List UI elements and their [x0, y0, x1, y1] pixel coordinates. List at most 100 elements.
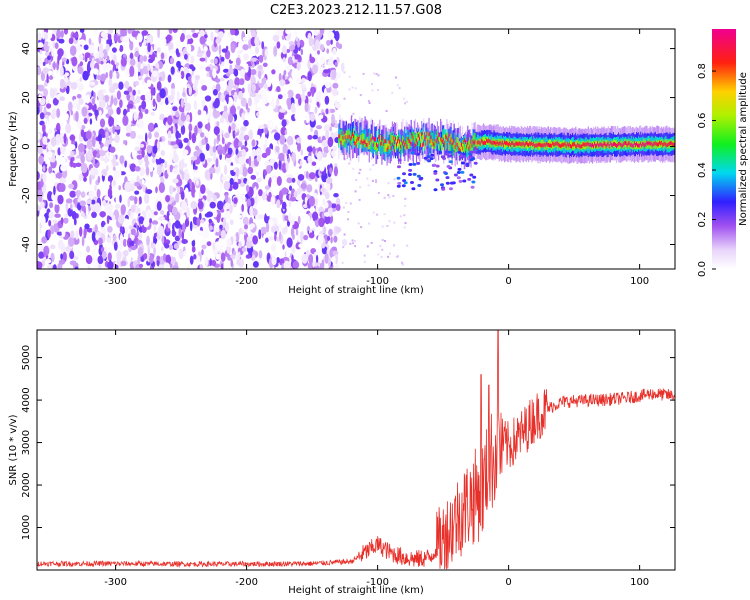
spectrogram-noise-cell	[351, 239, 354, 242]
spectrogram-tone-cell	[470, 143, 472, 152]
spectrogram-tone-cell	[371, 139, 374, 154]
spectrogram-noise-cell	[242, 216, 249, 226]
spectrogram-noise-cell	[258, 54, 264, 63]
spectrogram-noise-cell	[120, 204, 127, 215]
spectrogram-tone-cell	[402, 139, 404, 153]
spectrogram-noise-cell	[61, 60, 65, 66]
spectrogram-noise-cell	[200, 132, 205, 138]
spectrogram-noise-cell	[42, 123, 46, 133]
spectrogram-noise-cell	[349, 202, 352, 205]
spectrogram-noise-cell	[83, 230, 87, 239]
spectrogram-noise-cell	[233, 91, 238, 103]
spectrogram-tone-cell	[673, 142, 675, 147]
spectrogram-tone-cell	[384, 143, 386, 152]
spectrogram-noise-cell	[287, 101, 292, 110]
spectrogram-noise-cell	[287, 89, 294, 99]
spectrogram-noise-cell	[165, 195, 171, 203]
spectrogram-noise-cell	[201, 85, 208, 91]
spectrogram-tone-cell	[390, 146, 392, 150]
spectrogram-tone-cell	[636, 141, 638, 146]
spectrogram-noise-cell	[367, 184, 370, 187]
spectrogram-tone-cell	[457, 146, 459, 151]
spectrogram-noise-cell	[330, 236, 333, 244]
spectrogram-noise-cell	[279, 134, 286, 145]
spectrogram-noise-cell	[368, 222, 371, 225]
spectrogram-tone-cell	[506, 141, 508, 145]
spectrogram-noise-cell	[251, 148, 257, 158]
spectrogram-noise-cell	[45, 51, 49, 57]
spectrogram-noise-cell	[86, 199, 92, 205]
spectrogram-tone-cell	[361, 139, 363, 144]
spectrogram-tone-cell	[647, 141, 649, 146]
spectrogram-tone-cell	[415, 138, 418, 143]
spectrogram-noise-cell	[146, 144, 153, 154]
spectrogram-noise-cell	[99, 211, 106, 218]
spectrogram-noise-cell	[89, 262, 96, 269]
spectrogram-noise-cell	[328, 257, 331, 267]
spectrogram-noise-cell	[69, 45, 77, 56]
spectrogram-noise-cell	[72, 156, 75, 162]
spectrogram-noise-cell	[172, 29, 178, 33]
spectrogram-noise-cell	[227, 147, 233, 155]
spectrogram-noise-cell	[404, 197, 407, 200]
spectrogram-noise-cell	[314, 176, 318, 183]
spectrogram-noise-cell	[241, 87, 245, 94]
spectrogram-noise-cell	[282, 143, 288, 155]
spectrogram-noise-cell	[284, 215, 289, 222]
spectrogram-noise-cell	[171, 82, 175, 91]
spectrogram-noise-cell	[206, 49, 211, 58]
spectrogram-noise-cell	[169, 196, 175, 203]
spectrogram-noise-cell	[186, 114, 191, 123]
spectrogram-noise-cell	[354, 87, 357, 90]
spectrogram-noise-cell	[288, 199, 292, 207]
spectrogram-noise-cell	[47, 55, 51, 61]
spectrogram-noise-cell	[86, 232, 90, 243]
spectrogram-noise-cell	[142, 77, 145, 86]
spectrogram-tone-cell	[595, 144, 597, 148]
spectrogram-noise-cell	[85, 130, 92, 140]
spectrogram-tone-cell	[618, 141, 620, 146]
spectrogram-tone-cell	[427, 134, 429, 157]
spectrogram-tone-cell	[351, 133, 354, 141]
spectrogram-tone-cell	[392, 136, 394, 140]
spectrogram-noise-cell	[139, 143, 145, 148]
spectrogram-noise-cell	[38, 155, 44, 165]
spectrogram-noise-cell	[220, 252, 226, 262]
spectrogram-noise-cell	[59, 183, 66, 193]
spectrogram-noise-cell	[71, 210, 77, 220]
spectrogram-noise-cell	[78, 143, 85, 153]
spectrogram-noise-cell	[124, 181, 132, 192]
spectrogram-noise-cell	[157, 47, 161, 53]
spectrogram-noise-cell	[404, 222, 407, 225]
spectrogram-noise-cell	[155, 186, 158, 194]
spectrogram-noise-cell	[380, 256, 383, 259]
spectrogram-noise-cell	[182, 91, 186, 98]
spectrogram-noise-cell	[288, 212, 292, 222]
spectrogram-noise-cell	[404, 204, 407, 207]
spectrogram-noise-cell	[37, 104, 40, 115]
spectrogram-tone-cell	[423, 142, 425, 147]
spectrogram-tone-cell	[475, 146, 477, 150]
spectrogram-noise-cell	[252, 261, 259, 268]
spectrogram-tone-cell	[620, 142, 622, 147]
spectrogram-noise-cell	[343, 71, 346, 74]
spectrogram-tone-cell	[378, 135, 380, 139]
spectrogram-tone-cell	[408, 130, 410, 145]
spectrogram-noise-cell	[195, 145, 200, 151]
spectrogram-noise-cell	[149, 218, 153, 224]
spectrogram-noise-cell	[177, 185, 181, 194]
spectrogram-noise-cell	[331, 256, 336, 264]
spectrogram-noise-cell	[264, 262, 269, 269]
spectrogram-noise-cell	[76, 103, 81, 111]
spectrogram-noise-cell	[91, 211, 97, 218]
spectrogram-noise-cell	[169, 152, 174, 162]
spectrogram-tone-cell	[560, 144, 562, 149]
spectrogram-tone-cell	[386, 147, 388, 152]
spectrogram-noise-cell	[80, 154, 85, 164]
spectrogram-noise-cell	[376, 213, 379, 216]
spectrogram-tone-cell	[538, 142, 540, 146]
spectrogram-noise-cell	[206, 193, 212, 203]
spectrogram-noise-cell	[286, 237, 293, 248]
spectrogram-tone-cell	[503, 140, 506, 145]
spectrogram-noise-cell	[317, 50, 320, 55]
